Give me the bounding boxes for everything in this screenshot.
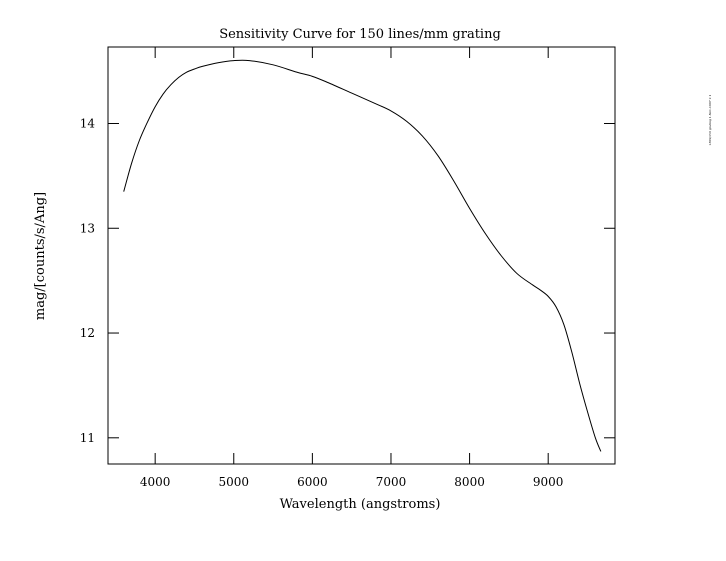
x-tick-label: 5000 xyxy=(218,475,249,489)
plot-frame xyxy=(107,46,616,465)
y-tick-label: 12 xyxy=(80,326,95,340)
axis-ticks: 4000 5000 6000 7000 8000 9000 11 12 13 14 xyxy=(80,47,615,489)
y-tick-label: 13 xyxy=(80,221,95,235)
y-tick-label: 14 xyxy=(80,116,96,130)
series-line xyxy=(123,59,602,452)
x-tick-label: 6000 xyxy=(297,475,328,489)
x-tick-label: 8000 xyxy=(454,475,485,489)
x-tick-label: 9000 xyxy=(533,475,564,489)
x-tick-label: 7000 xyxy=(376,475,407,489)
y-axis-label: mag/[counts/s/Ang] xyxy=(33,192,48,320)
x-axis-label: Wavelength (angstroms) xyxy=(280,497,441,512)
side-note: LRIS/150 grating 1-Nov-1997 2 1 xyxy=(708,95,712,146)
x-tick-label: 4000 xyxy=(140,475,171,489)
y-tick-label: 11 xyxy=(80,431,95,445)
chart-title: Sensitivity Curve for 150 lines/mm grati… xyxy=(219,27,501,42)
